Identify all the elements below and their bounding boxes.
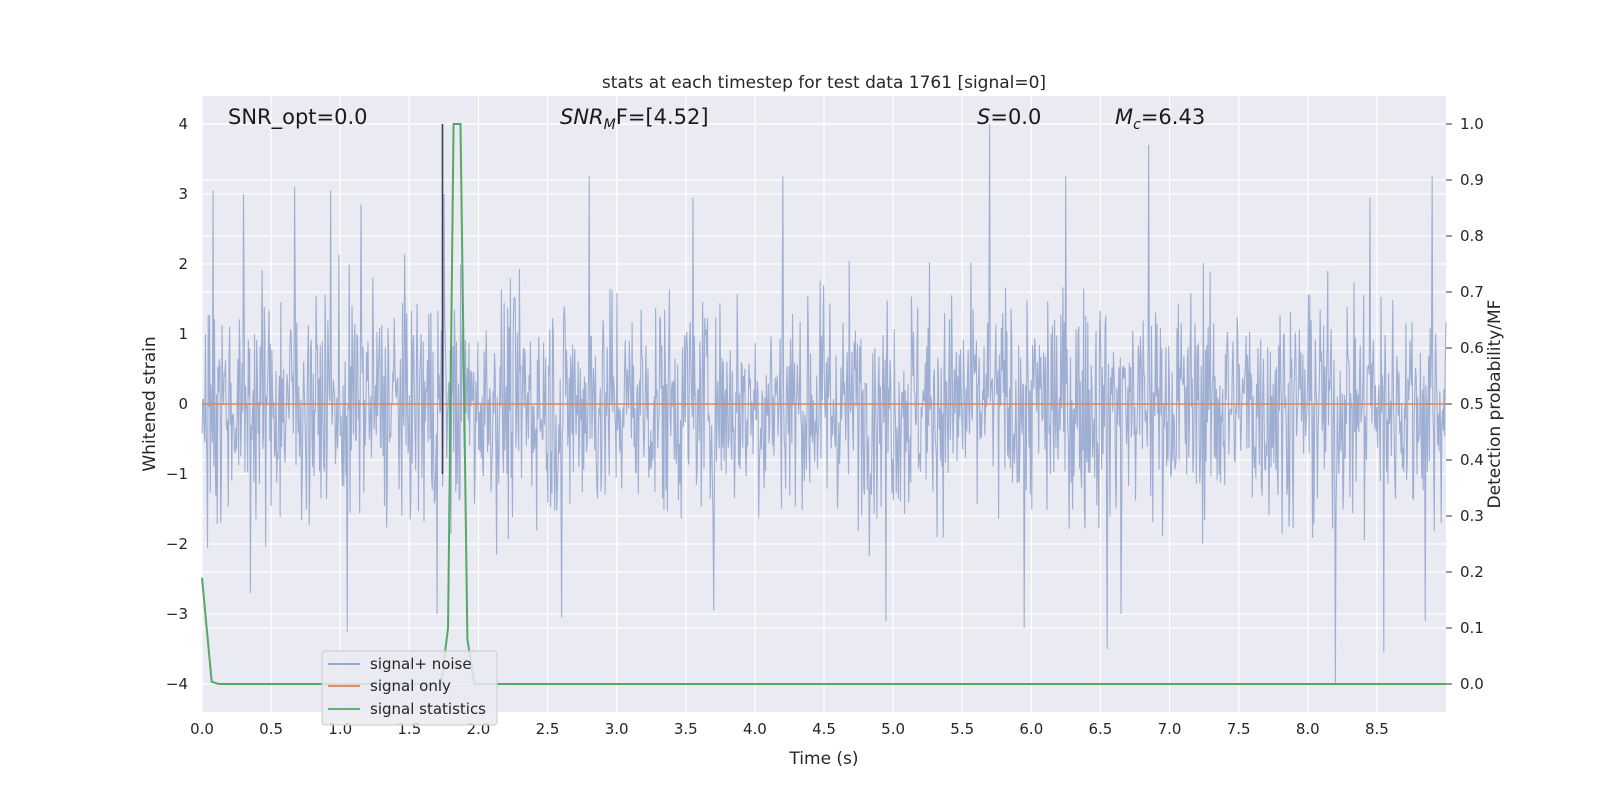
y-tick-label-right: 0.6	[1460, 339, 1484, 357]
y-tick-label-left: −1	[166, 465, 188, 483]
y-tick-label-right: 0.4	[1460, 451, 1484, 469]
x-tick-label: 5.0	[881, 720, 905, 738]
y-tick-label-left: 0	[178, 395, 188, 413]
legend-label-signal-statistics: signal statistics	[370, 700, 486, 718]
x-tick-label: 7.0	[1158, 720, 1182, 738]
x-tick-label: 3.5	[674, 720, 698, 738]
annotation-snr-mf: SNRMF=[4.52]	[560, 105, 709, 133]
x-tick-label: 5.5	[950, 720, 974, 738]
y-tick-label-right: 0.9	[1460, 171, 1484, 189]
legend-label-signal-noise: signal+ noise	[370, 655, 472, 673]
annotation-mc: Mc=6.43	[1115, 105, 1205, 133]
y-tick-label-right: 0.3	[1460, 507, 1484, 525]
annotation-s: S=0.0	[977, 105, 1041, 129]
y-tick-label-right: 1.0	[1460, 115, 1484, 133]
x-axis-label: Time (s)	[788, 749, 858, 769]
y-axis-label-right: Detection probability/MF	[1485, 300, 1505, 509]
y-tick-label-left: 2	[178, 255, 188, 273]
legend-label-signal-only: signal only	[370, 677, 451, 695]
annotation-snr-opt: SNR_opt=0.0	[228, 105, 368, 130]
annotation-s-rest: =0.0	[990, 105, 1041, 129]
annotation-mc-rest: =6.43	[1141, 105, 1205, 129]
x-tick-label: 0.0	[190, 720, 214, 738]
y-tick-label-right: 0.2	[1460, 563, 1484, 581]
annotation-snr-mf-rest: F=[4.52]	[616, 105, 709, 129]
x-tick-label: 6.5	[1089, 720, 1113, 738]
x-tick-label: 6.0	[1019, 720, 1043, 738]
y-tick-label-right: 0.7	[1460, 283, 1484, 301]
y-tick-label-left: −4	[166, 675, 188, 693]
annotation-mc-main: M	[1115, 105, 1133, 129]
legend: signal+ noise signal only signal statist…	[321, 650, 498, 726]
annotation-snr-mf-main: SNR	[560, 105, 604, 129]
y-tick-label-right: 0.8	[1460, 227, 1484, 245]
chart-title: stats at each timestep for test data 176…	[602, 73, 1046, 93]
series-signal-noise	[201, 123, 1447, 685]
x-tick-label: 2.5	[536, 720, 560, 738]
x-tick-label: 0.5	[259, 720, 283, 738]
y-axis-label-left: Whitened strain	[140, 336, 160, 471]
x-tick-label: 8.0	[1296, 720, 1320, 738]
annotation-s-main: S	[977, 105, 990, 129]
y-tick-label-right: 0.0	[1460, 675, 1484, 693]
y-tick-label-right: 0.1	[1460, 619, 1484, 637]
x-tick-label: 3.0	[605, 720, 629, 738]
x-tick-label: 4.5	[812, 720, 836, 738]
annotation-snr-mf-sub: M	[604, 117, 616, 133]
y-tick-label-right: 0.5	[1460, 395, 1484, 413]
y-tick-label-left: −2	[166, 535, 188, 553]
legend-box	[321, 650, 498, 726]
y-tick-label-left: 1	[178, 325, 188, 343]
x-tick-label: 8.5	[1365, 720, 1389, 738]
y-tick-label-left: 4	[178, 115, 188, 133]
y-tick-label-left: 3	[178, 185, 188, 203]
y-tick-label-left: −3	[166, 605, 188, 623]
x-tick-label: 4.0	[743, 720, 767, 738]
annotation-mc-sub: c	[1133, 117, 1141, 133]
x-tick-label: 7.5	[1227, 720, 1251, 738]
